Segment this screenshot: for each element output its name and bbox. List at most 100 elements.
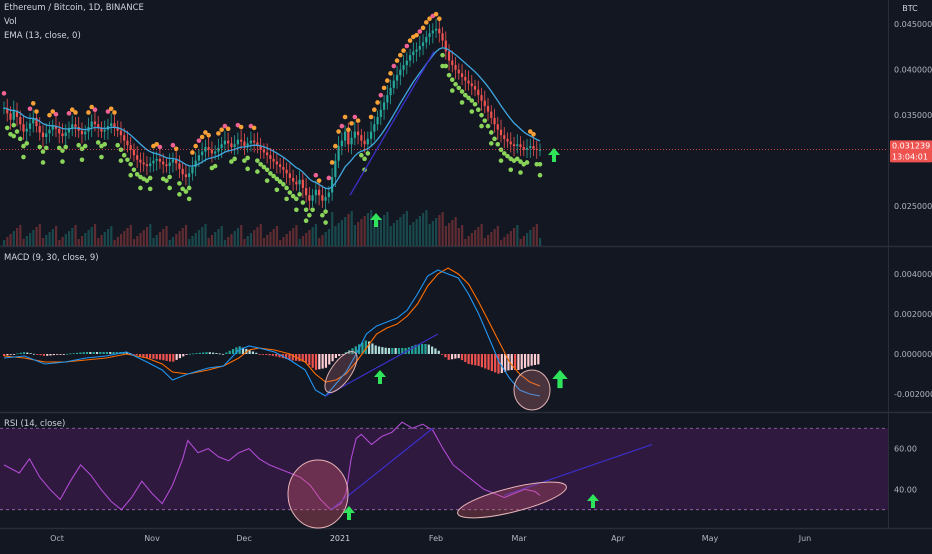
candle-body	[178, 163, 181, 169]
volume-bar	[12, 231, 15, 246]
candle-body	[149, 163, 152, 167]
macd-hist-bar	[321, 354, 324, 369]
volume-bar	[162, 229, 165, 246]
macd-hist-bar	[82, 352, 85, 354]
candle-body	[301, 179, 304, 188]
volume-bar	[464, 239, 467, 246]
volume-bar	[227, 237, 230, 246]
candle-body	[158, 158, 162, 162]
candle-body	[444, 40, 447, 52]
buy-dot	[459, 89, 465, 94]
volume-bar	[324, 232, 327, 246]
macd-hist-bar	[407, 347, 411, 354]
volume-bar	[366, 213, 370, 246]
candle-body	[470, 83, 473, 87]
buy-dot	[268, 171, 273, 176]
buy-dot	[11, 133, 17, 139]
volume-bar	[6, 237, 9, 246]
candle-body	[477, 89, 480, 96]
candle-body	[337, 146, 340, 161]
sell-dot	[190, 150, 195, 155]
volume-bar	[236, 228, 240, 246]
macd-hist-bar	[205, 352, 208, 354]
sell-dot	[342, 114, 348, 120]
volume-bar	[474, 230, 477, 246]
volume-bar	[360, 219, 363, 246]
volume-bar	[357, 222, 360, 246]
macd-hist-bar	[484, 354, 487, 369]
candle-body	[347, 131, 350, 145]
macd-tick-label: 0.002000	[894, 310, 932, 319]
macd-hist-bar	[487, 354, 490, 370]
volume-bar	[405, 211, 409, 246]
volume-bar	[522, 236, 525, 246]
volume-bar	[123, 231, 126, 246]
candle-body	[493, 117, 496, 125]
macd-hist-bar	[470, 354, 474, 365]
candle-body	[282, 167, 285, 170]
buy-dot	[21, 143, 26, 149]
buy-dot	[147, 186, 153, 192]
volume-bar	[246, 236, 249, 246]
volume-bar	[266, 235, 269, 246]
volume-bar	[402, 214, 405, 246]
sell-dot	[222, 123, 228, 129]
macd-hist-bar	[231, 349, 235, 354]
candle-body	[460, 73, 464, 77]
volume-bar	[175, 234, 178, 246]
volume-bar	[184, 225, 188, 246]
candle-body	[538, 149, 542, 151]
volume-bar	[438, 215, 441, 246]
sell-dot	[531, 131, 536, 137]
x-tick-label: 2021	[330, 534, 350, 543]
volume-bar	[425, 210, 428, 246]
sell-dot	[378, 92, 384, 98]
macd-hist-bar	[374, 345, 377, 354]
candle-body	[41, 132, 45, 138]
buy-dot	[95, 140, 101, 145]
macd-hist-bar	[285, 354, 288, 359]
candle-body	[45, 133, 48, 138]
macd-hist-bar	[288, 354, 291, 360]
volume-bar	[45, 235, 48, 246]
candle-body	[272, 158, 275, 162]
macd-highlight-ellipse	[324, 351, 358, 393]
candle-body	[184, 174, 188, 178]
volume-bar	[448, 223, 451, 246]
macd-hist-bar	[215, 353, 218, 354]
sell-dot	[398, 52, 403, 58]
sell-dot	[206, 132, 211, 138]
volume-bar	[457, 228, 460, 246]
volume-bar	[207, 238, 210, 246]
macd-hist-bar	[474, 354, 477, 366]
sell-dot	[199, 134, 205, 140]
candle-body	[197, 155, 201, 161]
macd-hist-bar	[377, 346, 381, 354]
macd-hist-bar	[404, 348, 407, 354]
sell-dot	[173, 146, 179, 152]
buy-dot	[24, 141, 30, 146]
buy-dot	[323, 220, 328, 225]
sell-dot	[154, 141, 159, 147]
macd-hist-bar	[72, 353, 75, 354]
sell-dot	[433, 11, 439, 17]
macd-hist-bar	[75, 352, 79, 354]
macd-hist-bar	[387, 348, 391, 354]
candle-body	[395, 75, 399, 81]
candle-body	[340, 140, 343, 147]
buy-dot	[274, 187, 280, 193]
volume-bar	[48, 232, 51, 246]
candle-body	[305, 187, 308, 196]
volume-bar	[194, 233, 197, 246]
candle-body	[311, 195, 314, 201]
buy-dot	[320, 212, 325, 218]
candle-body	[529, 146, 532, 148]
volume-bar	[305, 233, 308, 246]
buy-dot	[472, 101, 478, 107]
volume-bar	[61, 237, 64, 246]
macd-hist-bar	[517, 354, 520, 370]
sell-dot	[427, 16, 432, 22]
macd-hist-bar	[261, 354, 265, 355]
